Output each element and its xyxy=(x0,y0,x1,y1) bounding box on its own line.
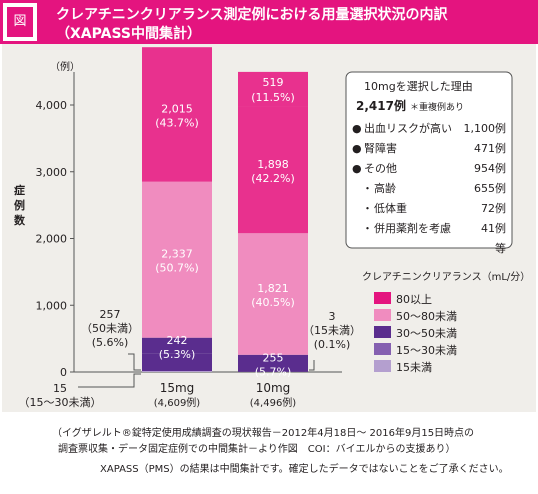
footer-source-line2: 調査票収集・データ固定症例での中間集計－より作図 COI：バイエルからの支援あり… xyxy=(58,444,456,455)
bar-percent-label: (5.7%) xyxy=(255,365,292,378)
x-category-label: 15mg xyxy=(160,381,195,395)
reason-label: 腎障害 xyxy=(364,141,397,155)
legend-label: 30〜50未満 xyxy=(396,327,457,340)
y-tick-label: 3,000 xyxy=(36,166,68,179)
bar-segment xyxy=(142,370,212,372)
reason-tail: 等 xyxy=(495,241,506,255)
x-category-label: 10mg xyxy=(256,381,291,395)
reason-bullet: ● xyxy=(352,162,362,175)
figure-badge: 図 xyxy=(3,3,37,41)
callout-value: 3 xyxy=(329,310,336,323)
bar-value-label: 1,821 xyxy=(257,282,289,295)
bar-value-label: 2,337 xyxy=(161,248,193,261)
callout-percent: (0.1%) xyxy=(314,338,351,351)
reason-label: その他 xyxy=(364,162,397,175)
bar-segment xyxy=(238,354,308,372)
legend-label: 80以上 xyxy=(396,293,432,306)
bar-segment xyxy=(238,71,308,107)
callout-leader xyxy=(128,353,141,371)
reason-count: 2,417例 xyxy=(356,98,406,113)
y-axis-unit: （例） xyxy=(50,60,80,73)
callout-category: （15〜30未満） xyxy=(19,396,102,409)
reason-note: ＊重複例あり xyxy=(410,101,464,113)
legend-swatch xyxy=(374,292,391,304)
reason-label: 出血リスクが高い xyxy=(364,121,452,135)
reason-box xyxy=(345,71,513,249)
reason-value: 471例 xyxy=(474,141,506,155)
bar-value-label: 2,015 xyxy=(161,102,193,115)
reason-label: 高齢 xyxy=(374,181,396,195)
reason-value: 655例 xyxy=(474,181,506,195)
callout-category: （15未満） xyxy=(303,324,361,337)
figure-title: クレアチニンクリアランス測定例における用量選択状況の内訳 xyxy=(56,7,448,23)
callout-percent: (0.3%) xyxy=(42,410,79,412)
reason-value: 1,100例 xyxy=(464,121,507,135)
legend-label: 50〜80未満 xyxy=(396,310,457,323)
y-tick-label: 4,000 xyxy=(36,99,68,112)
x-category-total: (4,609例) xyxy=(154,396,201,409)
bar-percent-label: (40.5%) xyxy=(251,296,295,309)
reason-bullet: ・ xyxy=(362,182,373,195)
bar-value-label: 255 xyxy=(263,351,284,364)
legend-swatch xyxy=(374,360,391,372)
chart-panel: （例） 症例数 0 1,000 2,000 3,000 4,000 242 (5.3%) 2,33… xyxy=(2,44,536,412)
y-axis-label-char: 症 xyxy=(14,183,25,197)
legend-swatch xyxy=(374,343,391,355)
y-tick-label: 1,000 xyxy=(36,299,68,312)
callout-value: 257 xyxy=(100,308,121,321)
callout-leader xyxy=(78,373,141,388)
reason-value: 41例 xyxy=(481,221,506,235)
footer-source-line1: （イグザレルト®錠特定使用成績調査の現状報告－2012年4月18日～ 2016年… xyxy=(52,428,475,439)
x-category-total: (4,496例) xyxy=(250,396,297,409)
legend-title: クレアチニンクリアランス（mL/分） xyxy=(362,271,530,283)
reason-label: 低体重 xyxy=(374,201,407,215)
reason-label: 併用薬剤を考慮 xyxy=(374,221,451,235)
callout-percent: (5.6%) xyxy=(92,336,129,349)
callout-category: （50未満） xyxy=(81,322,139,335)
y-tick-label: 0 xyxy=(60,366,67,379)
reason-bullet: ● xyxy=(352,142,362,155)
bar-percent-label: (42.2%) xyxy=(251,172,295,185)
callout-value: 15 xyxy=(53,382,67,395)
bar-segment xyxy=(238,106,308,234)
bar-segment xyxy=(238,233,308,355)
y-axis-label-char: 数 xyxy=(14,213,26,227)
bar-percent-label: (11.5%) xyxy=(251,91,295,104)
bar-segment xyxy=(142,337,212,354)
reason-bullet: ● xyxy=(352,122,362,135)
bar-value-label: 1,898 xyxy=(257,158,289,171)
y-tick-label: 2,000 xyxy=(36,233,68,246)
figure-subtitle: （XAPASS中間集計） xyxy=(56,26,201,42)
reason-bullet: ・ xyxy=(362,222,373,235)
footer-note: XAPASS（PMS）の結果は中間集計です。確定したデータではないことをご了承く… xyxy=(100,464,509,475)
bar-segment xyxy=(142,353,212,371)
bar-percent-label: (5.3%) xyxy=(159,348,196,361)
figure-badge-label: 図 xyxy=(7,7,33,37)
figure-header: 図 クレアチニンクリアランス測定例における用量選択状況の内訳 （XAPASS中間… xyxy=(0,0,538,44)
legend-label: 15未満 xyxy=(396,361,432,374)
bar-value-label: 519 xyxy=(263,76,284,89)
reason-bullet: ・ xyxy=(362,202,373,215)
legend-swatch xyxy=(374,309,391,321)
reason-value: 954例 xyxy=(474,161,506,175)
bar-percent-label: (43.7%) xyxy=(155,116,199,129)
legend-swatch xyxy=(374,326,391,338)
bar-segment xyxy=(142,181,212,338)
bar-segment xyxy=(142,47,212,182)
callout-leader xyxy=(309,360,315,371)
bar-percent-label: (50.7%) xyxy=(155,262,199,275)
reason-value: 72例 xyxy=(481,201,506,215)
stacked-bar-chart: （例） 症例数 0 1,000 2,000 3,000 4,000 242(5.3%) 2,33… xyxy=(14,47,530,412)
reason-title: 10mgを選択した理由 xyxy=(364,79,473,93)
y-axis-label-char: 例 xyxy=(14,198,25,212)
legend-label: 15〜30未満 xyxy=(396,344,457,357)
bar-value-label: 242 xyxy=(167,334,188,347)
